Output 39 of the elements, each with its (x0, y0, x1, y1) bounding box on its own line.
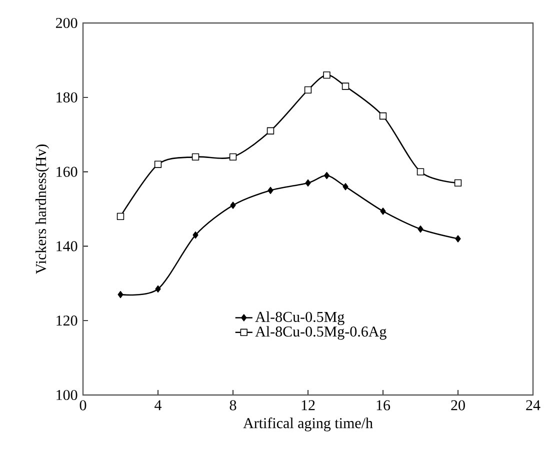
point (342, 183, 348, 190)
point (268, 186, 274, 194)
point (305, 179, 311, 187)
point (230, 202, 236, 209)
y-tick-label: 180 (56, 92, 78, 102)
legend-label: Al-8Cu-0.5Mg-0.6Ag (255, 326, 386, 340)
point (118, 290, 124, 298)
point (324, 172, 330, 180)
y-tick-label: 200 (56, 18, 78, 28)
point (266, 127, 274, 134)
legend-label: Al-8Cu-0.5Mg (255, 311, 344, 326)
y-tick-label: 160 (56, 166, 78, 177)
x-tick-label: 4 (154, 400, 162, 410)
point (304, 86, 312, 94)
point (454, 179, 462, 187)
x-tick-label: 0 (80, 400, 86, 410)
x-tick-label: 8 (230, 400, 236, 410)
point (379, 112, 387, 120)
point (155, 285, 161, 293)
point (192, 153, 200, 161)
point (323, 71, 330, 79)
y-tick-label: 100 (56, 390, 78, 400)
point (418, 225, 424, 233)
point (154, 160, 162, 168)
x-axis-title: Artifical aging time/h (243, 418, 373, 432)
point (192, 231, 198, 239)
x-tick-label: 16 (376, 400, 390, 410)
point (116, 212, 124, 220)
x-tick-label: 20 (451, 400, 465, 410)
x-tick-label: 12 (302, 400, 315, 410)
point (380, 208, 386, 215)
y-tick-label: 140 (56, 241, 78, 252)
point (342, 82, 350, 90)
x-tick-label: 24 (526, 400, 540, 410)
point (229, 153, 237, 161)
point (416, 168, 424, 176)
point (455, 235, 461, 242)
y-axis-title: Vickers hardness(Hv) (36, 144, 50, 274)
y-tick-label: 120 (56, 316, 78, 326)
